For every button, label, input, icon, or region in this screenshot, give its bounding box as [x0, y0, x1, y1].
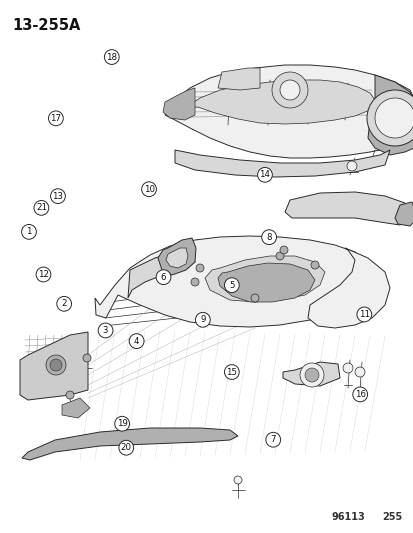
Polygon shape [204, 256, 324, 302]
Circle shape [275, 252, 283, 260]
Polygon shape [282, 362, 339, 386]
Circle shape [342, 363, 352, 373]
Polygon shape [394, 202, 413, 226]
Circle shape [279, 246, 287, 254]
Text: 11: 11 [358, 310, 369, 319]
Circle shape [299, 363, 323, 387]
Circle shape [261, 230, 276, 245]
Text: 5: 5 [228, 281, 234, 289]
Circle shape [304, 368, 318, 382]
Circle shape [195, 264, 204, 272]
Text: 1: 1 [26, 228, 32, 236]
Circle shape [250, 294, 259, 302]
Text: 10: 10 [143, 185, 154, 193]
Circle shape [156, 270, 171, 285]
Circle shape [352, 387, 367, 402]
Circle shape [104, 50, 119, 64]
Text: 16: 16 [354, 390, 365, 399]
Circle shape [233, 476, 242, 484]
Circle shape [141, 182, 156, 197]
Text: 8: 8 [266, 233, 271, 241]
Text: 18: 18 [106, 53, 117, 61]
Circle shape [34, 200, 49, 215]
Text: 19: 19 [116, 419, 127, 428]
Circle shape [46, 355, 66, 375]
Text: 14: 14 [259, 171, 270, 179]
Polygon shape [22, 428, 237, 460]
Text: 255: 255 [381, 512, 401, 522]
Text: 15: 15 [226, 368, 237, 376]
Text: 13-255A: 13-255A [12, 18, 80, 33]
Circle shape [195, 312, 210, 327]
Circle shape [356, 307, 371, 322]
Circle shape [36, 267, 51, 282]
Circle shape [21, 224, 36, 239]
Polygon shape [166, 248, 188, 268]
Circle shape [224, 365, 239, 379]
Polygon shape [218, 68, 259, 90]
Circle shape [57, 296, 71, 311]
Polygon shape [20, 332, 88, 400]
Polygon shape [367, 75, 413, 155]
Circle shape [271, 72, 307, 108]
Text: 13: 13 [52, 192, 63, 200]
Circle shape [50, 359, 62, 371]
Circle shape [66, 391, 74, 399]
Circle shape [114, 416, 129, 431]
Circle shape [310, 261, 318, 269]
Polygon shape [62, 398, 90, 418]
Circle shape [190, 278, 199, 286]
Text: 7: 7 [270, 435, 275, 444]
Text: 20: 20 [121, 443, 131, 452]
Circle shape [48, 111, 63, 126]
Polygon shape [307, 248, 389, 328]
Polygon shape [165, 65, 413, 158]
Text: 9: 9 [200, 316, 205, 324]
Circle shape [224, 278, 239, 293]
Text: 96113: 96113 [331, 512, 365, 522]
Circle shape [119, 440, 133, 455]
Text: 2: 2 [61, 300, 67, 308]
Polygon shape [95, 236, 371, 327]
Text: 12: 12 [38, 270, 49, 279]
Text: 4: 4 [133, 337, 139, 345]
Polygon shape [284, 192, 409, 225]
Polygon shape [128, 250, 195, 298]
Polygon shape [175, 150, 389, 177]
Text: 21: 21 [36, 204, 47, 212]
Circle shape [279, 80, 299, 100]
Text: 6: 6 [160, 273, 166, 281]
Circle shape [374, 98, 413, 138]
Text: 17: 17 [50, 114, 61, 123]
Circle shape [366, 90, 413, 146]
Circle shape [257, 167, 272, 182]
Circle shape [265, 432, 280, 447]
Circle shape [98, 323, 113, 338]
Polygon shape [163, 88, 195, 120]
Circle shape [354, 367, 364, 377]
Polygon shape [218, 263, 314, 302]
Polygon shape [185, 80, 374, 124]
Text: 3: 3 [102, 326, 108, 335]
Polygon shape [158, 238, 195, 275]
Circle shape [50, 189, 65, 204]
Circle shape [83, 354, 91, 362]
Circle shape [346, 161, 356, 171]
Circle shape [129, 334, 144, 349]
